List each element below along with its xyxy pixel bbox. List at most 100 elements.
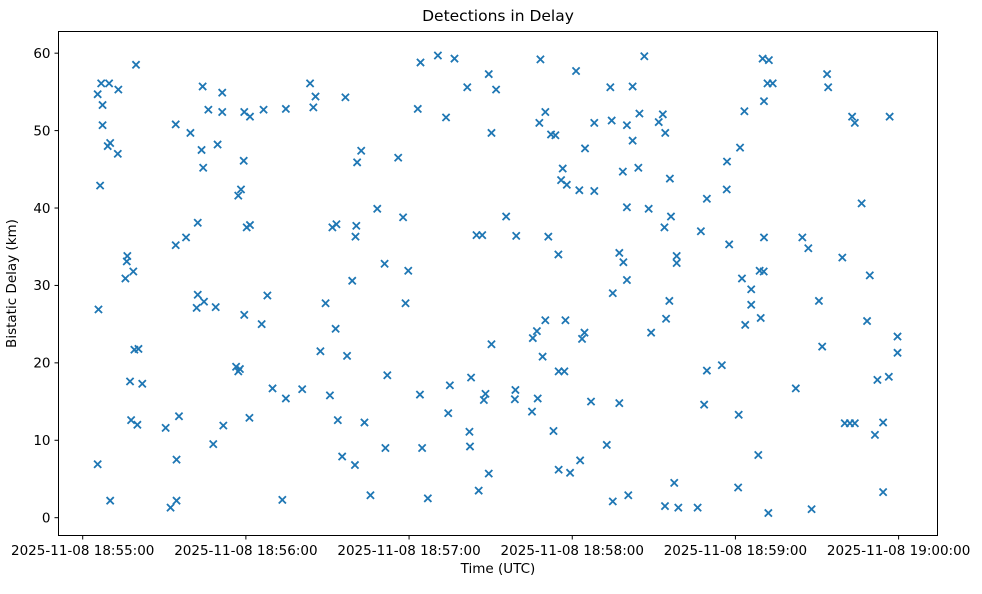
data-point-marker: [474, 486, 483, 495]
data-point-marker: [342, 351, 352, 361]
data-point-marker: [511, 231, 521, 241]
data-point-marker: [615, 398, 624, 408]
data-point-marker: [759, 233, 769, 242]
data-point-marker: [724, 240, 734, 249]
data-point-marker: [245, 220, 255, 230]
data-point-marker: [580, 328, 589, 337]
data-point-marker: [479, 395, 489, 405]
data-point-marker: [123, 251, 132, 261]
data-point-marker: [138, 379, 147, 388]
data-point-marker: [351, 232, 360, 241]
data-point-marker: [660, 223, 669, 232]
data-point-marker: [204, 105, 213, 114]
data-point-marker: [366, 491, 375, 500]
data-point-marker: [558, 164, 567, 173]
data-point-marker: [666, 212, 676, 221]
data-point-marker: [305, 79, 315, 88]
data-point-marker: [96, 79, 106, 88]
data-point-marker: [635, 109, 644, 118]
data-point-marker: [759, 96, 769, 106]
data-point-marker: [450, 54, 459, 63]
data-point-marker: [416, 58, 425, 67]
data-point-marker: [104, 79, 114, 88]
data-point-marker: [764, 55, 774, 65]
data-point-marker: [219, 421, 228, 430]
data-point-marker: [538, 352, 547, 361]
data-point-marker: [847, 112, 857, 121]
data-point-marker: [622, 120, 632, 130]
data-point-marker: [722, 157, 732, 166]
data-point-marker: [465, 427, 474, 436]
data-point-marker: [133, 420, 142, 430]
data-point-marker: [433, 51, 443, 60]
data-point-marker: [850, 118, 860, 128]
data-point-marker: [549, 426, 558, 436]
data-point-marker: [758, 54, 767, 63]
data-point-marker: [278, 495, 287, 505]
data-point-marker: [624, 491, 633, 500]
data-point-marker: [798, 233, 807, 242]
data-point-marker: [95, 181, 105, 190]
x-tick-label: 2025-11-08 18:57:00: [337, 543, 480, 559]
data-point-marker: [580, 144, 590, 153]
chart-title: Detections in Delay: [422, 7, 574, 25]
data-point-marker: [754, 450, 763, 460]
data-point-marker: [746, 285, 756, 294]
data-point-marker: [590, 118, 599, 128]
data-point-marker: [311, 92, 320, 101]
data-point-marker: [350, 460, 360, 470]
data-point-marker: [401, 299, 410, 308]
data-point-marker: [441, 113, 451, 122]
data-point-marker: [129, 267, 138, 276]
data-point-marker: [822, 69, 832, 79]
x-tick-label: 2025-11-08 18:55:00: [11, 543, 154, 559]
data-point-marker: [893, 332, 902, 341]
data-point-marker: [618, 167, 628, 176]
data-point-marker: [606, 83, 615, 92]
data-point-marker: [93, 460, 102, 469]
data-point-marker: [445, 381, 455, 390]
data-point-marker: [577, 334, 587, 344]
data-point-marker: [791, 384, 801, 393]
data-point-marker: [541, 107, 550, 117]
y-tick-label: 20: [33, 356, 50, 372]
data-point-marker: [281, 104, 291, 114]
data-point-marker: [373, 204, 382, 214]
data-point-marker: [481, 389, 490, 399]
data-point-marker: [114, 85, 123, 94]
data-point-marker: [113, 149, 123, 159]
y-axis: 0 10 20 30 40 50 60: [33, 46, 59, 526]
data-point-marker: [239, 156, 248, 166]
data-point-marker: [125, 377, 135, 386]
data-point-marker: [804, 244, 813, 253]
data-point-marker: [380, 259, 389, 268]
data-point-marker: [236, 185, 246, 194]
data-point-marker: [608, 288, 618, 298]
data-point-marker: [393, 153, 403, 162]
data-point-marker: [528, 333, 538, 343]
y-tick-label: 60: [33, 46, 50, 62]
data-point-marker: [197, 145, 206, 155]
data-point-marker: [562, 180, 572, 190]
data-point-marker: [571, 66, 581, 76]
y-axis-label: Bistatic Delay (km): [4, 219, 20, 348]
data-point-marker: [360, 418, 369, 427]
scatter-points: [93, 51, 902, 518]
data-point-marker: [661, 314, 671, 323]
data-point-marker: [565, 468, 575, 478]
data-point-marker: [619, 257, 628, 267]
data-point-marker: [717, 360, 727, 370]
y-tick-label: 10: [33, 433, 50, 449]
data-point-marker: [413, 104, 423, 114]
data-point-marker: [878, 487, 888, 497]
data-point-marker: [309, 103, 318, 112]
data-point-marker: [417, 443, 427, 453]
data-point-marker: [764, 508, 773, 518]
data-point-marker: [193, 218, 202, 227]
data-point-marker: [674, 503, 683, 512]
data-point-marker: [487, 128, 496, 138]
data-point-marker: [259, 105, 268, 114]
data-point-marker: [510, 395, 520, 404]
data-point-marker: [702, 366, 712, 375]
